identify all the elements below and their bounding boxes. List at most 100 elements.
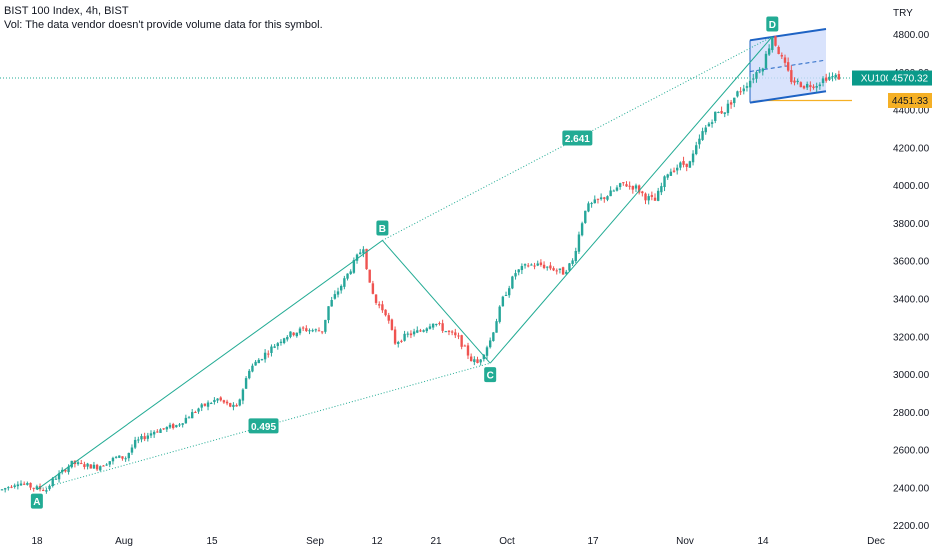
candle-body	[19, 483, 23, 486]
candle-body	[508, 288, 511, 296]
candle-body	[495, 321, 498, 333]
candle-body	[286, 336, 289, 340]
candle-body	[533, 265, 536, 267]
candle-body	[168, 424, 172, 428]
candle-body	[637, 185, 641, 193]
candle-body	[599, 197, 603, 200]
candle-body	[561, 267, 565, 275]
candle-body	[707, 123, 711, 127]
candle-body	[831, 76, 834, 78]
candle-body	[191, 412, 194, 419]
x-tick-label: Dec	[867, 536, 885, 547]
candle-body	[86, 463, 89, 467]
candle-body	[422, 330, 425, 332]
candle-body	[691, 153, 695, 163]
y-tick-label: 4800.00	[893, 30, 930, 41]
candle-body	[457, 335, 460, 337]
candle-body	[441, 323, 444, 331]
candle-body	[419, 330, 422, 332]
candle-body	[603, 197, 606, 199]
candle-body	[254, 361, 257, 366]
candle-body	[267, 353, 270, 355]
candle-body	[777, 46, 780, 55]
candle-body	[105, 464, 108, 466]
candle-body	[726, 103, 730, 114]
candle-body	[393, 329, 397, 344]
candle-body	[282, 338, 286, 343]
candle-body	[92, 464, 96, 469]
candle-body	[479, 359, 482, 363]
candle-body	[133, 439, 137, 448]
candle-body	[184, 417, 188, 424]
candle-body	[723, 112, 726, 114]
candle-body	[229, 403, 232, 407]
x-tick-label: Aug	[115, 536, 133, 547]
candle-body	[162, 428, 165, 430]
candle-body	[384, 309, 387, 316]
x-tick-label: 15	[206, 536, 218, 547]
candle-body	[130, 447, 134, 453]
candle-body	[498, 306, 501, 322]
candle-body	[42, 490, 45, 492]
candle-body	[552, 268, 555, 271]
candle-body	[29, 482, 32, 488]
candle-body	[248, 370, 251, 379]
chart-header: BIST 100 Index, 4h, BIST Vol: The data v…	[4, 4, 323, 32]
candle-body	[260, 359, 264, 361]
candle-body	[400, 340, 403, 342]
candle-body	[669, 171, 673, 176]
pattern-point-badge	[30, 493, 43, 509]
candle-body	[450, 331, 454, 333]
candle-body	[95, 464, 99, 470]
candle-body	[834, 74, 837, 78]
candle-body	[663, 176, 666, 188]
candle-body	[460, 335, 463, 347]
candle-body	[118, 455, 121, 458]
candle-body	[390, 319, 394, 330]
candle-body	[504, 294, 508, 296]
candle-body	[492, 332, 495, 341]
y-tick-label: 2600.00	[893, 446, 930, 457]
x-tick-label: Nov	[676, 536, 694, 547]
candle-body	[397, 342, 400, 344]
pattern-point-badge	[766, 16, 779, 32]
candle-body	[641, 191, 644, 194]
candle-body	[124, 458, 127, 460]
candle-body	[156, 431, 159, 433]
candle-body	[311, 330, 314, 332]
candle-body	[767, 48, 771, 55]
candle-body	[682, 161, 685, 165]
candle-body	[511, 276, 514, 289]
candle-body	[251, 365, 254, 372]
candle-body	[301, 327, 305, 329]
candle-body	[333, 294, 337, 299]
candle-body	[584, 210, 587, 223]
candle-body	[244, 378, 248, 389]
candle-body	[263, 352, 267, 360]
y-tick-label: 3200.00	[893, 332, 930, 343]
candle-body	[159, 429, 162, 433]
candle-body	[416, 330, 419, 333]
candle-body	[273, 346, 276, 348]
candle-body	[346, 273, 349, 279]
candle-body	[476, 359, 479, 363]
candle-body	[127, 452, 130, 459]
candle-body	[565, 271, 568, 274]
candle-body	[596, 198, 600, 200]
candle-body	[679, 162, 682, 168]
candle-body	[546, 266, 549, 268]
candle-body	[736, 91, 739, 97]
candle-body	[165, 427, 169, 430]
candle-body	[178, 424, 181, 426]
candle-body	[666, 174, 669, 178]
candle-body	[435, 323, 438, 325]
channel-upper	[749, 28, 827, 42]
y-tick-label: 4200.00	[893, 143, 930, 154]
candle-body	[80, 463, 83, 465]
candle-body	[549, 265, 552, 269]
candle-body	[568, 263, 571, 271]
candle-body	[647, 196, 650, 201]
x-tick-label: 17	[587, 536, 599, 547]
candle-body	[314, 329, 318, 331]
